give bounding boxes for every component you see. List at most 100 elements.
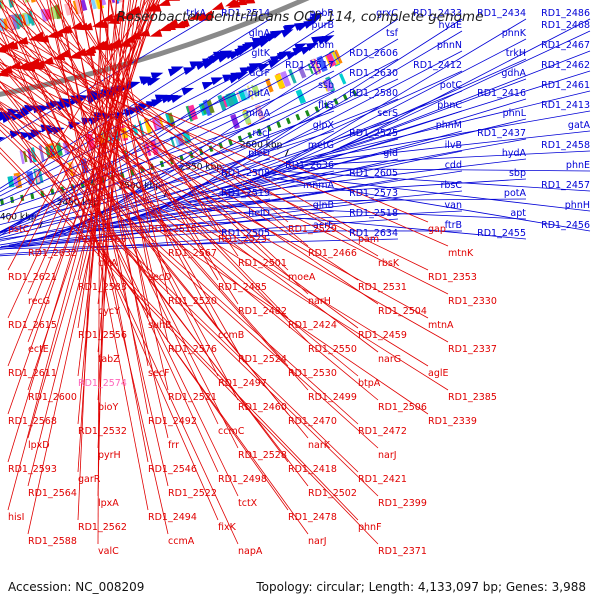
reverse-gene-arrow xyxy=(123,109,137,117)
gene-label: gdhA xyxy=(501,68,526,79)
gene-label: RD1_2457 xyxy=(541,180,590,191)
feature-stripe xyxy=(225,92,235,107)
gene-label: RD1_2574 xyxy=(78,378,127,389)
leader-line xyxy=(46,0,169,535)
leader-line xyxy=(0,30,379,257)
gene-label: RD1_2550 xyxy=(308,344,357,355)
gene-label: RD1_2593 xyxy=(8,464,57,475)
leader-line xyxy=(0,107,379,449)
forward-gene-arrow xyxy=(149,29,163,37)
gene-label: ctrA xyxy=(98,258,118,269)
leader-line xyxy=(0,218,271,248)
leader-line xyxy=(0,42,359,281)
gene-tracks xyxy=(0,0,358,205)
gene-label: RD1_2482 xyxy=(238,306,287,317)
reverse-gene-arrow xyxy=(11,113,24,122)
leader-line xyxy=(0,238,271,257)
gene-label: RD1_2371 xyxy=(378,546,427,557)
gene-label: RD1_2467 xyxy=(541,40,590,51)
reverse-gene-arrow xyxy=(201,82,215,90)
leader-line xyxy=(332,50,591,151)
gene-label: RD1_2520 xyxy=(168,296,217,307)
gene-label: RD1_2485 xyxy=(218,282,267,293)
gene-label: RD1_2523 xyxy=(218,234,267,245)
gene-label: fliG xyxy=(318,100,334,111)
gene-label: potA xyxy=(504,188,527,199)
leader-line xyxy=(0,87,449,343)
gene-label: RD1_2615 xyxy=(8,320,57,331)
forward-gene-arrow xyxy=(167,0,181,1)
reverse-gene-arrow xyxy=(265,32,278,42)
leader-line xyxy=(0,124,359,473)
gene-label: hisI xyxy=(8,512,24,523)
gene-label: RD1_2460 xyxy=(238,402,287,413)
gene-label: gid xyxy=(383,148,398,159)
leader-line xyxy=(0,43,429,223)
gene-label: ftrB xyxy=(445,220,462,231)
leader-line xyxy=(272,173,591,212)
leader-line xyxy=(7,0,148,223)
gene-label: lpxA xyxy=(98,498,119,509)
gene-label: RD1_2353 xyxy=(428,272,477,283)
leader-line xyxy=(68,0,219,233)
gene-label: RD1_2546 xyxy=(148,464,197,475)
tick-marker xyxy=(285,117,291,125)
leader-line xyxy=(0,81,359,377)
gene-label: RD1_2468 xyxy=(541,20,590,31)
leader-line xyxy=(0,18,289,319)
leader-line xyxy=(0,30,335,234)
gene-label: RD1_2611 xyxy=(8,368,57,379)
gene-label: RD1_2567 xyxy=(168,248,217,259)
leader-line xyxy=(0,25,359,233)
leader-line xyxy=(142,70,463,216)
reverse-gene-arrow xyxy=(40,124,54,133)
gene-label: RD1_2528 xyxy=(238,450,287,461)
gene-label: RD1_2472 xyxy=(358,426,407,437)
leader-line xyxy=(295,150,591,166)
tick-marker xyxy=(257,128,262,136)
gene-label: RD1_2486 xyxy=(541,8,590,19)
gene-label: mtnA xyxy=(428,320,454,331)
forward-gene-arrow xyxy=(0,69,9,77)
gene-label: RD1_2330 xyxy=(448,296,497,307)
gene-label: RD1_2456 xyxy=(541,220,590,231)
gene-label: ccmA xyxy=(168,536,195,547)
leader-line xyxy=(0,138,271,219)
leader-line xyxy=(0,230,335,255)
leader-line xyxy=(149,50,463,214)
leader-line xyxy=(280,170,591,192)
leader-line xyxy=(0,86,379,401)
tick-marker xyxy=(130,169,135,176)
forward-gene-arrow xyxy=(211,2,225,10)
leader-line xyxy=(16,158,399,245)
leader-line xyxy=(0,61,359,329)
leader-line xyxy=(317,90,591,158)
leader-line xyxy=(347,18,591,145)
gene-label: RD1_2434 xyxy=(477,8,526,19)
gene-label: RD1_2621 xyxy=(8,272,57,283)
gene-label: narJ xyxy=(378,450,397,461)
feature-stripe xyxy=(265,78,274,93)
gene-label: RD1_2505 xyxy=(221,228,270,239)
gene-label: RD1_2461 xyxy=(541,80,590,91)
leader-line xyxy=(0,78,271,202)
gene-label: narK xyxy=(308,440,331,451)
leader-line xyxy=(97,0,101,545)
feature-stripe xyxy=(274,73,286,90)
gene-label: acrF xyxy=(250,68,270,79)
gene-label: pam xyxy=(358,234,379,245)
leader-line xyxy=(0,21,219,521)
leader-line xyxy=(0,18,271,189)
feature-stripe xyxy=(28,0,36,3)
gene-label: RD1_2529 xyxy=(288,224,337,235)
gene-label: gap xyxy=(428,224,446,235)
leader-line xyxy=(0,178,271,233)
gene-label: secF xyxy=(148,368,169,379)
gene-label: phnH xyxy=(565,200,590,211)
leader-line xyxy=(0,122,429,415)
leader-line xyxy=(0,58,271,197)
gene-label: RD1_2421 xyxy=(358,474,407,485)
feature-stripe xyxy=(38,145,45,162)
leader-line xyxy=(26,0,219,377)
topology-stats-text: Topology: circular; Length: 4,133,097 bp… xyxy=(256,580,586,594)
